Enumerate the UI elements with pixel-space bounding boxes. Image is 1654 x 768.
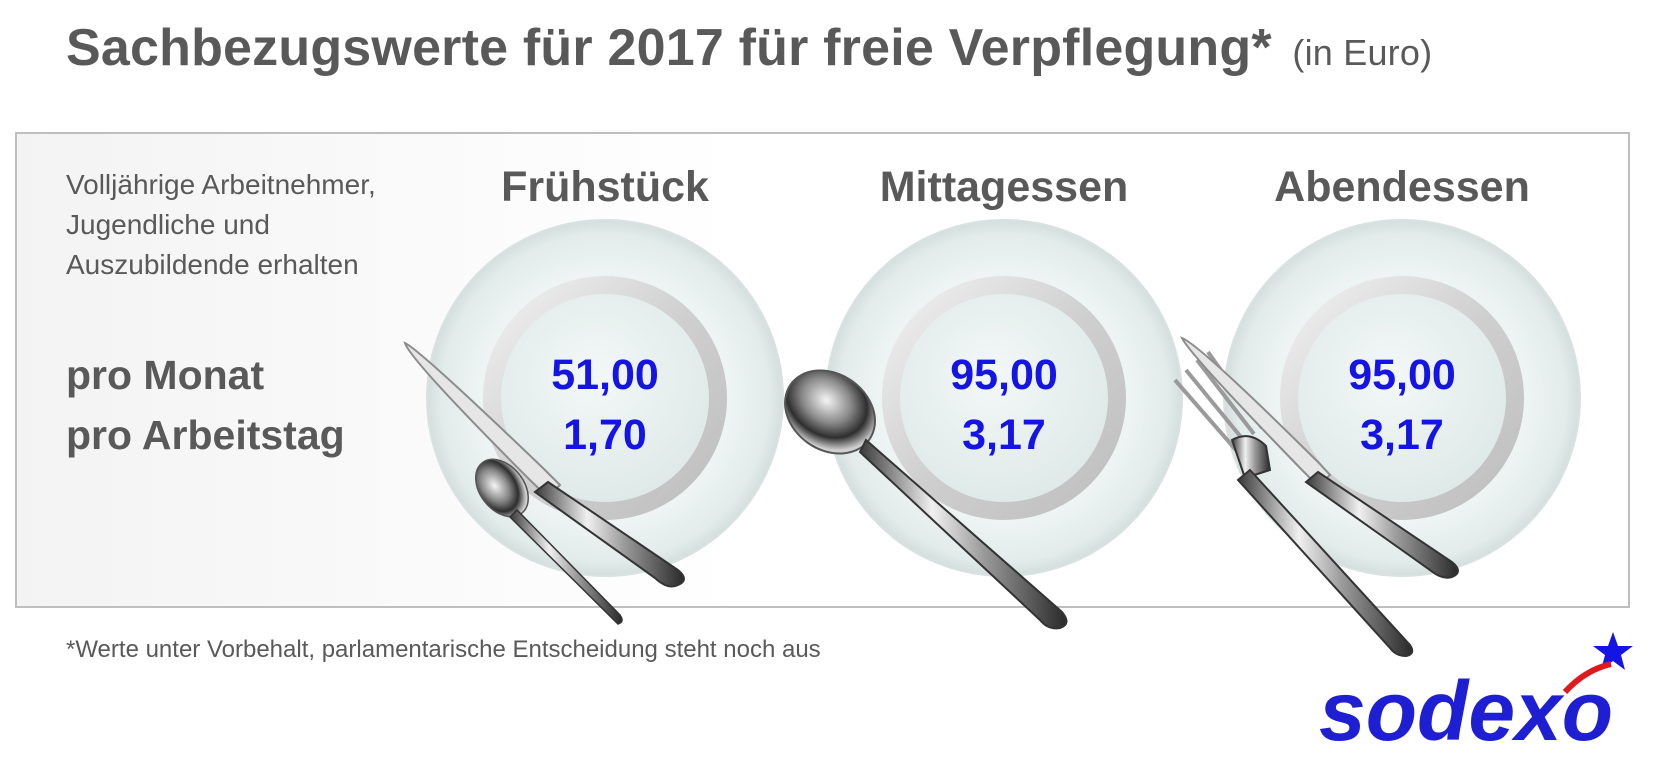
teaspoon-icon [475,458,623,625]
value-per-workday: 3,17 [962,411,1046,459]
intro-line: Volljährige Arbeitnehmer, [66,169,376,200]
footnote: *Werte unter Vorbehalt, parlamentarische… [66,636,821,663]
meal-values-breakfast: 51,00 1,70 [455,345,755,465]
star-icon [1593,632,1633,670]
value-per-month: 95,00 [1348,351,1456,399]
meal-values-lunch: 95,00 3,17 [854,345,1154,465]
knife-icon [1180,336,1459,579]
sodexo-logo: sodexo [1319,632,1633,758]
intro-line: Jugendliche und [66,209,270,240]
page-title: Sachbezugswerte für 2017 für freie Verpf… [66,18,1432,78]
value-per-workday: 3,17 [1360,411,1444,459]
row-label-per-month: pro Monat [66,352,265,398]
logo-swoosh [1562,661,1612,695]
intro-text: Volljährige Arbeitnehmer, Jugendliche un… [66,165,376,285]
meal-title-dinner: Abendessen [1274,163,1530,211]
row-label-per-workday: pro Arbeitstag [66,412,345,458]
logo-text: sodexo [1319,664,1613,758]
meal-title-lunch: Mittagessen [879,163,1129,211]
value-per-workday: 1,70 [563,411,647,459]
title-main: Sachbezugswerte für 2017 für freie Verpf… [66,19,1272,77]
knife-icon [403,341,685,588]
meal-values-dinner: 95,00 3,17 [1252,345,1552,465]
title-unit: (in Euro) [1292,32,1433,73]
meal-title-breakfast: Frühstück [501,163,709,211]
spoon-icon [784,369,1068,630]
value-per-month: 95,00 [950,351,1058,399]
value-per-month: 51,00 [551,351,659,399]
intro-line: Auszubildende erhalten [66,249,359,280]
row-labels: pro Monat pro Arbeitstag [66,345,345,465]
